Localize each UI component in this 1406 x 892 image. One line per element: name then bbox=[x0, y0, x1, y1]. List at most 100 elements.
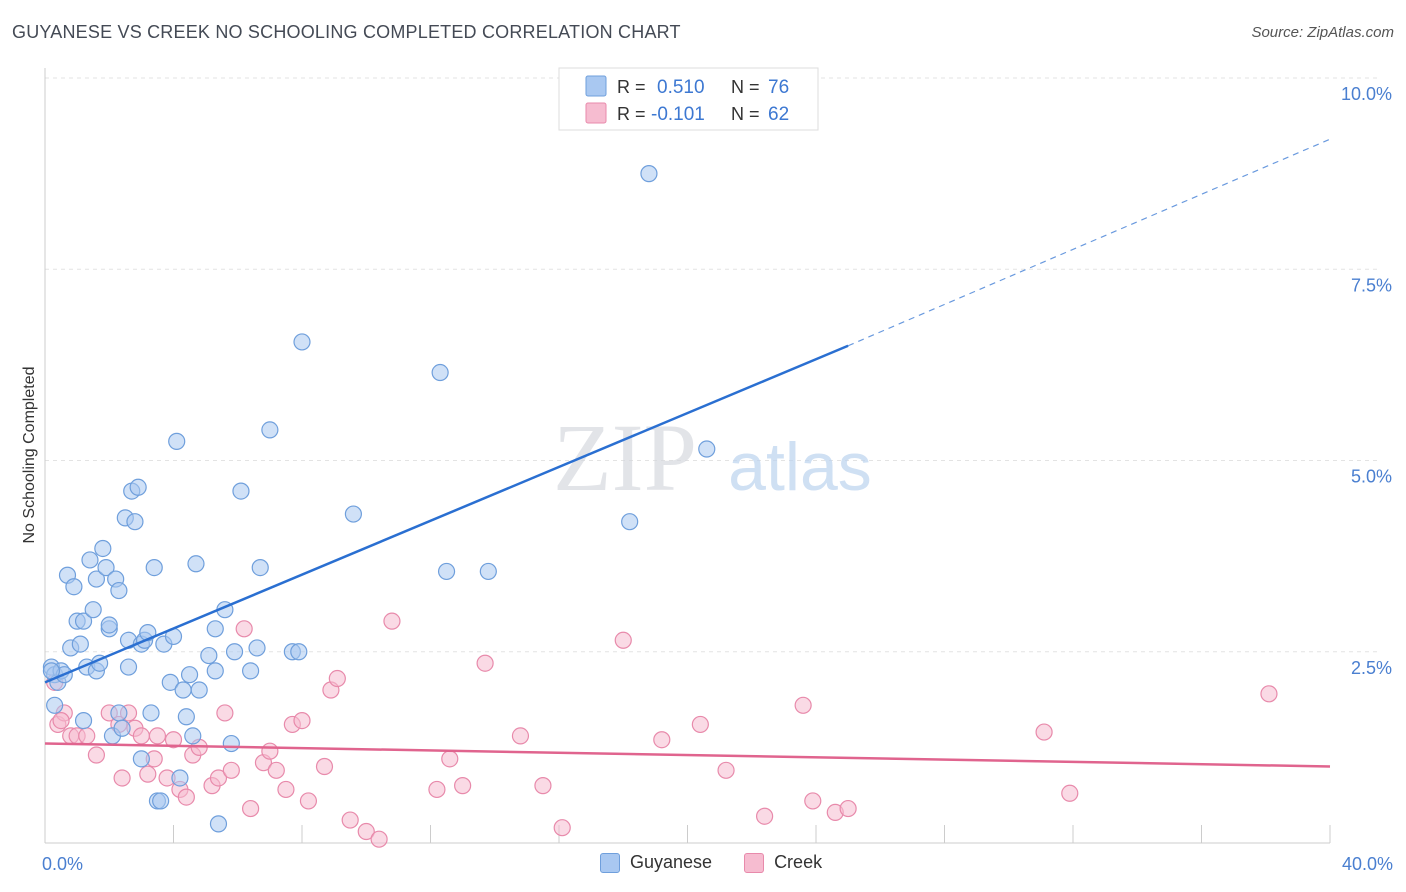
y-tick-label-0: 2.5% bbox=[1351, 658, 1392, 678]
guyanese-point-73 bbox=[640, 165, 658, 183]
guyanese-point-39 bbox=[145, 558, 163, 577]
creek-point-5 bbox=[78, 727, 96, 745]
legend-swatch-guyanese bbox=[585, 75, 607, 97]
creek-point-42 bbox=[428, 780, 446, 799]
creek-point-46 bbox=[511, 727, 530, 745]
guyanese-point-68 bbox=[344, 505, 362, 523]
creek-trend-line bbox=[44, 742, 1331, 768]
bottom-legend-item-guyanese: Guyanese bbox=[600, 852, 712, 873]
x-tick-label-1: 40.0% bbox=[1342, 854, 1393, 874]
creek-point-30 bbox=[267, 761, 285, 779]
guyanese-point-54 bbox=[206, 662, 224, 680]
guyanese-point-62 bbox=[251, 558, 269, 577]
gridlines bbox=[45, 77, 1380, 653]
bottom-legend-item-creek: Creek bbox=[744, 852, 822, 873]
creek-point-43 bbox=[441, 750, 459, 768]
guyanese-point-26 bbox=[110, 704, 128, 722]
guyanese-points bbox=[42, 165, 716, 833]
axes bbox=[44, 68, 1331, 844]
guyanese-point-19 bbox=[94, 539, 112, 558]
guyanese-point-35 bbox=[132, 750, 150, 768]
creek-point-54 bbox=[794, 696, 812, 714]
guyanese-point-27 bbox=[113, 719, 131, 737]
creek-point-24 bbox=[216, 704, 234, 722]
creek-point-23 bbox=[209, 769, 228, 787]
guyanese-point-49 bbox=[180, 666, 199, 684]
legend-n-label-guyanese: N = bbox=[731, 77, 760, 97]
legend-swatch-creek bbox=[585, 102, 607, 124]
creek-point-38 bbox=[341, 811, 359, 829]
bottom-legend-label-guyanese: Guyanese bbox=[630, 852, 713, 872]
legend-box: R = 0.510 N = 76 R = -0.101 N = 62 bbox=[558, 67, 819, 131]
guyanese-point-20 bbox=[97, 558, 115, 577]
creek-point-37 bbox=[328, 669, 346, 688]
creek-point-52 bbox=[717, 761, 735, 779]
creek-point-44 bbox=[454, 777, 472, 795]
guyanese-point-58 bbox=[222, 734, 240, 753]
creek-point-27 bbox=[242, 799, 260, 818]
tick-labels: 2.5% 5.0% 7.5% 10.0% 0.0% 40.0% bbox=[42, 84, 1393, 874]
bottom-legend-swatch-guyanese bbox=[600, 852, 620, 873]
legend-r-value-guyanese: 0.510 bbox=[657, 77, 705, 98]
y-tick-label-3: 10.0% bbox=[1341, 84, 1392, 104]
creek-point-50 bbox=[653, 731, 671, 749]
source-credit: Source: ZipAtlas.com bbox=[1251, 24, 1394, 41]
guyanese-point-60 bbox=[232, 482, 250, 500]
guyanese-point-72 bbox=[621, 513, 639, 531]
y-tick-label-2: 7.5% bbox=[1351, 275, 1392, 295]
legend-r-label-guyanese: R = bbox=[617, 77, 646, 97]
creek-point-59 bbox=[1061, 784, 1079, 802]
guyanese-trend-extension bbox=[847, 138, 1331, 347]
creek-point-25 bbox=[222, 761, 240, 779]
guyanese-point-11 bbox=[74, 612, 93, 630]
legend-r-label-creek: R = bbox=[617, 104, 646, 124]
guyanese-point-25 bbox=[110, 581, 128, 600]
legend-n-value-guyanese: 76 bbox=[768, 77, 789, 98]
creek-point-29 bbox=[261, 742, 279, 760]
guyanese-point-15 bbox=[84, 601, 102, 619]
creek-point-6 bbox=[87, 746, 106, 764]
guyanese-point-67 bbox=[293, 333, 311, 351]
creek-point-17 bbox=[164, 731, 183, 749]
creek-point-47 bbox=[534, 777, 552, 795]
guyanese-point-55 bbox=[206, 620, 224, 638]
guyanese-point-66 bbox=[290, 643, 308, 661]
guyanese-point-41 bbox=[152, 792, 170, 810]
legend-n-label-creek: N = bbox=[731, 104, 760, 124]
watermark: ZIP atlas bbox=[553, 404, 872, 511]
creek-point-48 bbox=[553, 819, 571, 837]
guyanese-point-38 bbox=[142, 704, 160, 722]
guyanese-point-43 bbox=[161, 673, 179, 691]
creek-point-13 bbox=[139, 765, 157, 783]
creek-point-41 bbox=[383, 612, 401, 630]
x-tick-label-0: 0.0% bbox=[42, 854, 83, 874]
bottom-legend-label-creek: Creek bbox=[774, 852, 823, 872]
creek-point-57 bbox=[839, 799, 857, 818]
guyanese-point-33 bbox=[129, 478, 147, 496]
guyanese-point-50 bbox=[184, 727, 202, 745]
guyanese-point-46 bbox=[171, 769, 189, 787]
guyanese-point-8 bbox=[65, 578, 83, 596]
creek-point-40 bbox=[370, 830, 388, 848]
creek-point-51 bbox=[691, 715, 709, 734]
guyanese-point-22 bbox=[100, 616, 118, 634]
creek-point-9 bbox=[113, 769, 131, 787]
guyanese-point-16 bbox=[87, 570, 106, 588]
guyanese-point-59 bbox=[225, 643, 244, 661]
guyanese-point-12 bbox=[74, 711, 93, 730]
trend-lines bbox=[44, 138, 1331, 768]
creek-point-15 bbox=[148, 727, 167, 745]
guyanese-point-53 bbox=[200, 646, 218, 665]
creek-point-55 bbox=[804, 792, 822, 810]
y-tick-label-1: 5.0% bbox=[1351, 467, 1392, 487]
guyanese-point-47 bbox=[174, 681, 192, 699]
creek-point-39 bbox=[357, 822, 375, 841]
guyanese-point-30 bbox=[119, 658, 138, 676]
creek-point-34 bbox=[299, 792, 318, 810]
guyanese-point-5 bbox=[46, 696, 64, 714]
creek-point-26 bbox=[235, 620, 253, 638]
creek-point-31 bbox=[277, 780, 295, 799]
guyanese-point-69 bbox=[431, 363, 449, 382]
guyanese-point-74 bbox=[698, 440, 716, 458]
